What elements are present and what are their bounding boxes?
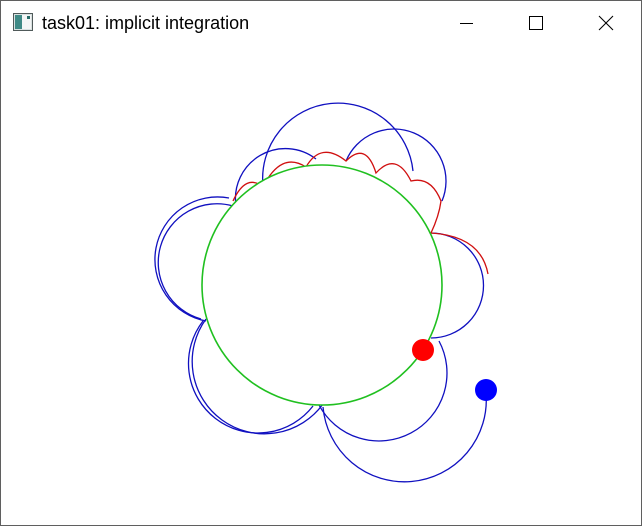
blue-arc: [234, 147, 317, 207]
obstacle-circle: [201, 164, 443, 406]
blue-particle: [475, 379, 497, 401]
close-icon: [598, 15, 614, 31]
red-particle: [412, 339, 434, 361]
blue-arc: [322, 392, 487, 483]
blue-trajectory: [154, 102, 487, 483]
blue-arc: [345, 128, 447, 202]
blue-arc: [154, 196, 230, 322]
maximize-button[interactable]: [513, 1, 559, 45]
simulation-drawing: [154, 102, 497, 483]
blue-arc: [261, 102, 414, 187]
blue-arc: [191, 318, 324, 435]
title-bar[interactable]: task01: implicit integration: [1, 1, 641, 45]
maximize-icon: [529, 16, 543, 30]
red-trajectory: [232, 151, 489, 275]
blue-arc: [187, 320, 314, 434]
blue-arc: [157, 203, 234, 320]
close-button[interactable]: [583, 1, 629, 45]
window-title: task01: implicit integration: [42, 13, 250, 33]
minimize-button[interactable]: [443, 1, 489, 45]
minimize-icon: [460, 23, 473, 24]
app-window-icon: [13, 13, 33, 31]
simulation-canvas[interactable]: [1, 45, 641, 525]
blue-arc: [430, 232, 485, 339]
blue-arc: [318, 340, 448, 442]
